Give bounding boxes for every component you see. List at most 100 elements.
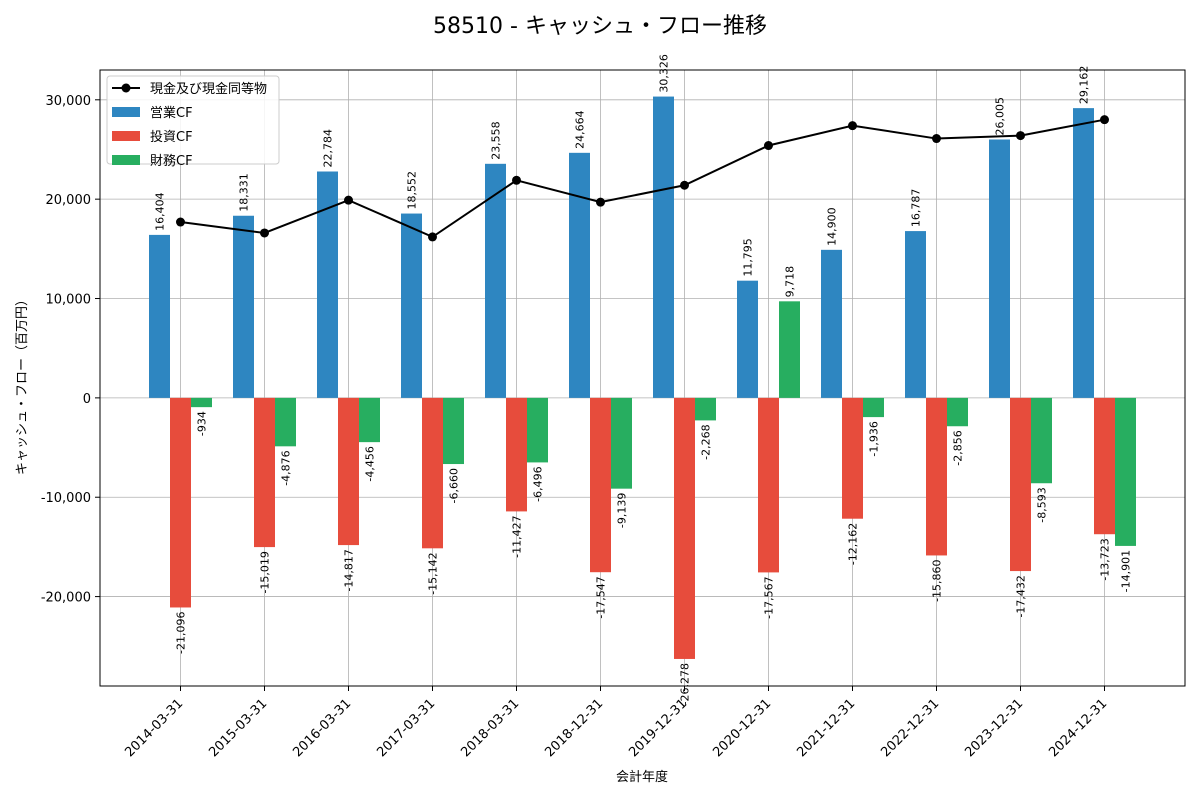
bar-value-label: 9,718 <box>784 266 797 298</box>
bar <box>191 397 212 408</box>
legend-bar-swatch <box>112 131 140 141</box>
bar <box>758 397 779 573</box>
x-tick-label: 2014-03-31 <box>122 696 186 760</box>
bar <box>674 397 695 659</box>
bar-value-label: 18,331 <box>238 173 251 212</box>
bar-value-label: -4,456 <box>364 446 377 481</box>
bar-value-label: 16,787 <box>910 189 923 228</box>
cash-balance-series <box>176 115 1109 242</box>
bar-value-label: -9,139 <box>616 493 629 528</box>
bar <box>1031 397 1052 484</box>
bar <box>317 171 338 398</box>
bar <box>1094 397 1115 535</box>
bar-value-label: -17,432 <box>1015 575 1028 617</box>
x-tick-label: 2018-12-31 <box>542 696 606 760</box>
bar <box>653 96 674 398</box>
cash-balance-point <box>344 195 353 205</box>
bar-value-label: -12,162 <box>847 523 860 565</box>
bar <box>569 152 590 398</box>
bar-value-label: -14,901 <box>1120 550 1133 592</box>
bar-value-label: -13,723 <box>1099 538 1112 580</box>
bar <box>275 397 296 447</box>
bar-value-label: 18,552 <box>406 171 419 210</box>
y-tick-label: 10,000 <box>46 293 92 308</box>
legend-label: 営業CF <box>150 105 193 121</box>
data-labels: 16,404 18,331 22,784 18,552 23,558 24,664 30,3… <box>154 54 1133 705</box>
bar <box>233 215 254 398</box>
bar-value-label: -15,019 <box>259 551 272 593</box>
bar-value-label: -6,496 <box>532 466 545 501</box>
legend-marker <box>121 83 131 93</box>
legend-box <box>106 75 280 165</box>
bar <box>338 397 359 546</box>
cash-balance-point <box>680 180 689 190</box>
bar <box>821 249 842 398</box>
bar <box>254 397 275 548</box>
cash-balance-point <box>848 121 857 131</box>
bar <box>779 301 800 398</box>
legend-label: 投資CF <box>150 129 193 145</box>
cash-balance-point <box>596 197 605 207</box>
y-tick-label: 0 <box>83 392 91 407</box>
cash-balance-point <box>1016 131 1025 141</box>
bar <box>443 397 464 465</box>
bar-value-label: -1,936 <box>868 421 881 456</box>
cash-balance-point <box>1100 115 1109 125</box>
x-axis-label: 会計年度 <box>616 769 668 785</box>
x-tick-label: 2024-12-31 <box>1046 696 1110 760</box>
cash-balance-point <box>176 217 185 227</box>
bar <box>842 397 863 519</box>
bar <box>1010 397 1031 572</box>
legend-bar-swatch <box>112 155 140 165</box>
bar-value-label: -11,427 <box>511 515 524 557</box>
bar <box>905 231 926 398</box>
bar <box>926 397 947 556</box>
bar <box>485 163 506 398</box>
x-tick-label: 2017-03-31 <box>374 696 438 760</box>
bar-value-label: 23,558 <box>490 121 503 160</box>
cash-balance-point <box>764 141 773 151</box>
bar-value-label: -17,547 <box>595 576 608 618</box>
bar <box>590 397 611 573</box>
bar-value-label: -8,593 <box>1036 487 1049 522</box>
bar <box>422 397 443 549</box>
cash-balance-line <box>180 118 1105 239</box>
bar-series <box>149 96 1136 659</box>
bar <box>863 397 884 418</box>
bar <box>611 397 632 489</box>
bar-value-label: -2,856 <box>952 430 965 465</box>
x-tick-label: 2018-03-31 <box>458 696 522 760</box>
bar <box>1073 108 1094 398</box>
bar <box>401 213 422 398</box>
x-tick-label: 2019-12-31 <box>626 696 690 760</box>
x-tick-label: 2016-03-31 <box>290 696 354 760</box>
legend-bar-swatch <box>112 107 140 117</box>
x-tick-label: 2015-03-31 <box>206 696 270 760</box>
bar-value-label: -17,567 <box>763 576 776 618</box>
bar-value-label: 11,795 <box>742 238 755 277</box>
bar <box>989 139 1010 398</box>
x-tick-label: 2022-12-31 <box>878 696 942 760</box>
bar-value-label: 22,784 <box>322 129 335 168</box>
bar-value-label: 30,326 <box>658 54 671 93</box>
y-tick-label: 20,000 <box>46 193 92 208</box>
bar <box>506 397 527 512</box>
x-tick-label: 2023-12-31 <box>962 696 1026 760</box>
legend-label: 財務CF <box>150 154 193 169</box>
bar-value-label: 14,900 <box>826 207 839 246</box>
bar <box>149 234 170 398</box>
bar-value-label: 26,005 <box>994 97 1007 136</box>
y-tick-label: 30,000 <box>46 94 92 109</box>
bar-value-label: -6,660 <box>448 468 461 503</box>
x-tick-label: 2020-12-31 <box>710 696 774 760</box>
x-tick-label: 2021-12-31 <box>794 696 858 760</box>
chart-title: 58510 - キャッシュ・フロー推移 <box>433 14 767 39</box>
cash-balance-point <box>428 232 437 242</box>
bar <box>737 280 758 398</box>
y-tick-label: -10,000 <box>41 491 91 506</box>
bar <box>359 397 380 443</box>
bar <box>527 397 548 463</box>
